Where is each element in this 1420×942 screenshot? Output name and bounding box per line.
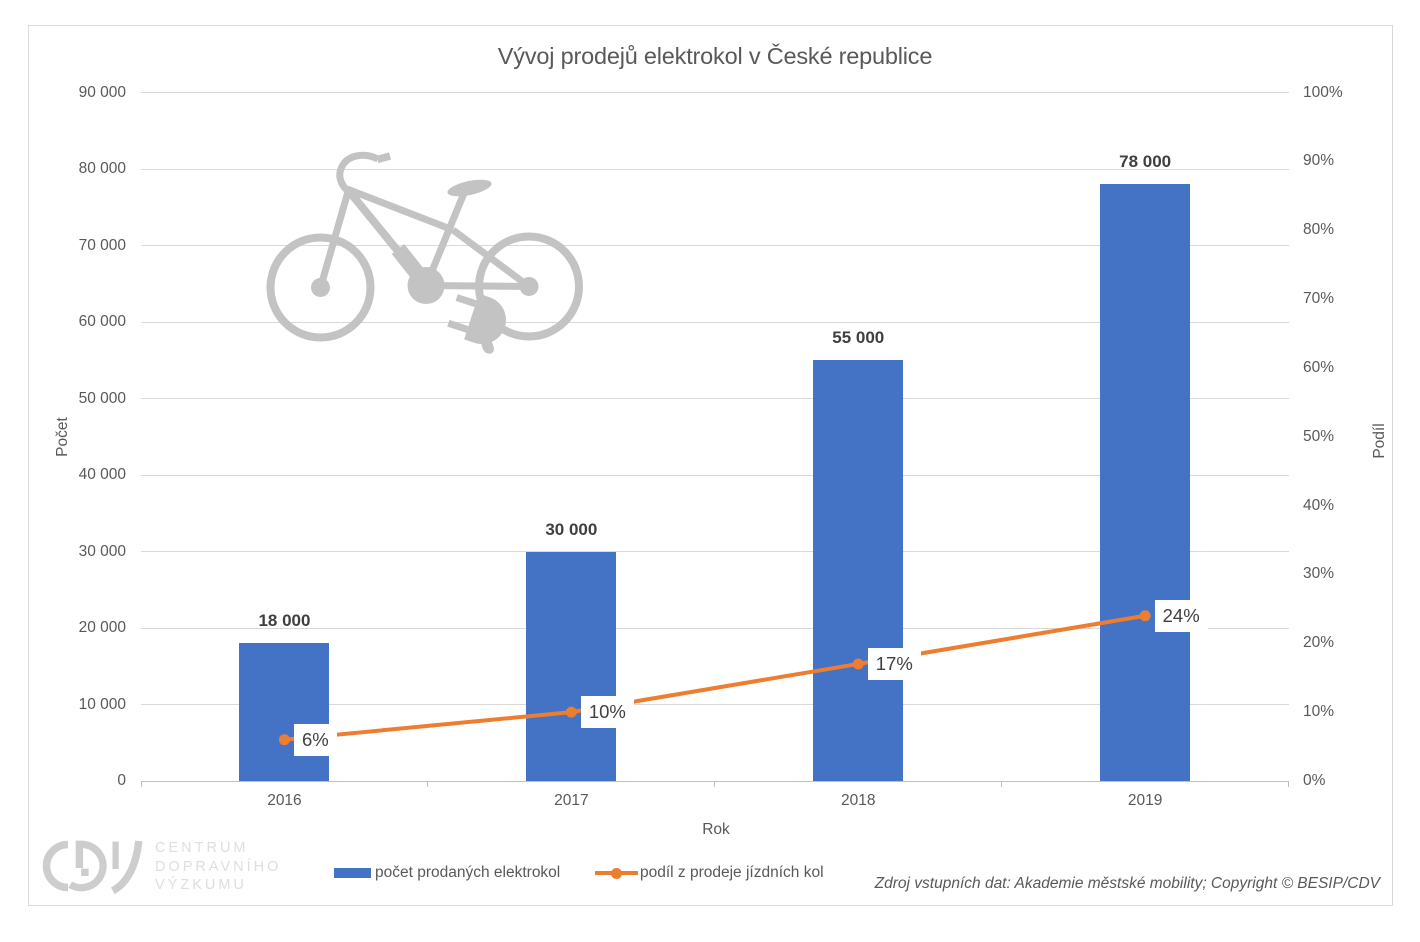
left-axis-tick-label: 80 000 <box>78 160 126 177</box>
x-axis-title: Rok <box>702 821 730 838</box>
x-axis-tick-label: 2018 <box>841 792 876 809</box>
right-axis-tick-label: 0% <box>1303 772 1326 789</box>
gridline <box>141 92 1289 93</box>
chart-title: Vývoj prodejů elektrokol v České republi… <box>497 43 933 69</box>
legend-swatch-bar-series <box>334 868 371 878</box>
gridline <box>141 321 1289 323</box>
right-axis-tick-label: 100% <box>1303 83 1343 101</box>
gridline <box>141 627 1289 629</box>
x-axis-tick-label: 2019 <box>1127 792 1163 809</box>
right-axis-tick-label: 50% <box>1303 427 1335 445</box>
right-axis-tick-label: 30% <box>1303 565 1335 583</box>
x-axis-tick <box>1288 781 1290 787</box>
right-axis-tick-label: 20% <box>1303 634 1335 652</box>
cdv-logo-text-line3: VÝZKUMU <box>155 877 247 894</box>
left-axis-tick-label: 20 000 <box>78 619 126 636</box>
line-marker-2016 <box>278 734 290 746</box>
left-axis-tick-label: 50 000 <box>78 389 126 407</box>
left-axis-tick-label: 60 000 <box>78 313 126 330</box>
right-axis-tick-label: 90% <box>1303 152 1335 170</box>
right-axis-tick-label: 60% <box>1303 358 1335 376</box>
x-axis-tick-label: 2016 <box>267 792 302 809</box>
bar-data-label: 18 000 <box>258 611 311 631</box>
bar-2018 <box>813 360 904 781</box>
right-axis-tick-label: 80% <box>1303 221 1335 239</box>
legend-label-bar-series: počet prodaných elektrokol <box>375 864 561 881</box>
electric-bicycle-watermark <box>266 151 583 354</box>
x-axis-tick <box>1001 781 1003 787</box>
bicycle-icon <box>266 151 583 342</box>
x-axis-tick <box>140 781 142 787</box>
bar-2019 <box>1100 184 1191 781</box>
left-axis-tick-label: 0 <box>117 772 126 789</box>
right-axis-tick-label: 10% <box>1303 703 1335 721</box>
bar-2017 <box>526 551 617 781</box>
bar-data-label: 78 000 <box>1119 152 1172 172</box>
cdv-logo-text-line2: DOPRAVNÍHO <box>155 858 282 875</box>
gridline <box>141 168 1289 170</box>
left-axis-title: Počet <box>54 417 71 457</box>
x-axis-tick-label: 2017 <box>554 792 589 809</box>
left-axis-tick-label: 40 000 <box>78 466 126 483</box>
left-axis-tick-label: 30 000 <box>78 542 126 560</box>
line-marker-2019 <box>1139 610 1151 622</box>
line-data-label: 6% <box>293 723 337 756</box>
line-marker-2018 <box>852 658 864 670</box>
line-data-label: 10% <box>580 696 634 729</box>
cdv-logo-text-line1: CENTRUM <box>155 840 249 856</box>
left-axis-tick-label: 10 000 <box>78 695 126 713</box>
gridline <box>141 245 1289 246</box>
line-series-path <box>284 613 1146 742</box>
gridline <box>141 551 1289 552</box>
right-axis-tick-label: 70% <box>1303 290 1335 308</box>
line-marker-2017 <box>565 706 577 718</box>
bar-data-label: 55 000 <box>832 328 885 348</box>
bar-2016 <box>239 643 330 781</box>
line-data-label: 24% <box>1154 599 1208 632</box>
left-axis-tick-label: 90 000 <box>78 83 126 101</box>
power-plug-icon <box>447 293 506 354</box>
x-axis-tick <box>714 781 716 787</box>
gridline <box>141 474 1289 476</box>
cdv-logo-mark <box>42 840 143 895</box>
legend-label-line-series: podíl z prodeje jízdních kol <box>640 864 824 881</box>
bar-data-label: 30 000 <box>545 519 598 539</box>
gridline <box>141 704 1289 705</box>
source-note: Zdroj vstupních dat: Akademie městské mo… <box>874 875 1380 892</box>
line-data-label: 17% <box>867 647 921 680</box>
legend-swatch-line-marker <box>611 868 622 879</box>
right-axis-tick-label: 40% <box>1303 496 1335 514</box>
x-axis-tick <box>427 781 429 787</box>
right-axis-title: Podíl <box>1371 423 1388 459</box>
cdv-logo-text: CENTRUM DOPRAVNÍHO VÝZKUMU <box>155 839 281 895</box>
gridline <box>141 398 1289 399</box>
left-axis-tick-label: 70 000 <box>78 236 126 254</box>
